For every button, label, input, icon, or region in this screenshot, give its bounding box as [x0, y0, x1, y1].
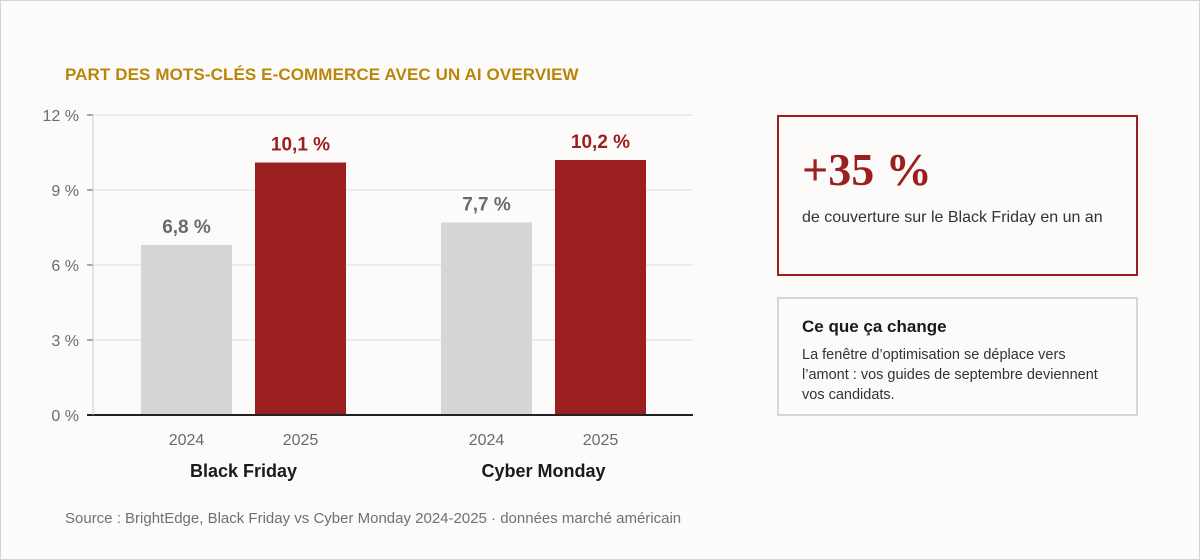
x-axis-labels: 2024 2025 2024 2025	[169, 432, 619, 449]
bar	[255, 162, 346, 415]
source-note: Source : BrightEdge, Black Friday vs Cyb…	[65, 510, 682, 527]
y-tick-label: 6 %	[51, 258, 79, 275]
insight-text: La fenêtre d’optimisation se déplace ver…	[802, 347, 1098, 403]
x-tick-label: 2024	[469, 432, 505, 449]
y-axis-labels: 0 % 3 % 6 % 9 % 12 %	[43, 108, 79, 425]
x-tick-label: 2025	[583, 432, 619, 449]
value-label: 7,7 %	[462, 195, 511, 216]
x-tick-label: 2024	[169, 432, 205, 449]
value-label: 6,8 %	[162, 217, 211, 238]
bar-chart: 0 %3 %6 %9 %12 % 6,8 %10,1 %7,7 %10,2 % …	[43, 108, 693, 481]
bar	[555, 160, 646, 415]
highlight-text: de couverture sur le Black Friday en un …	[802, 209, 1103, 226]
highlight-card: +35 % de couverture sur le Black Friday …	[777, 115, 1138, 276]
bar	[441, 222, 532, 415]
insight-title: Ce que ça change	[802, 317, 947, 336]
bars	[141, 160, 646, 415]
highlight-value: +35 %	[802, 144, 932, 195]
y-tick-label: 9 %	[51, 183, 79, 200]
value-labels: 6,8 % 10,1 % 7,7 % 10,2 %	[162, 132, 630, 238]
y-tick-label: 0 %	[51, 408, 79, 425]
value-label: 10,1 %	[271, 135, 330, 156]
value-label: 10,2 %	[571, 132, 630, 153]
y-tick-label: 12 %	[43, 108, 79, 125]
bar	[141, 245, 232, 415]
y-tick-label: 3 %	[51, 333, 79, 350]
x-tick-label: 2025	[283, 432, 319, 449]
insight-card: Ce que ça change La fenêtre d’optimisati…	[777, 297, 1138, 416]
group-label: Cyber Monday	[481, 461, 605, 481]
group-labels: Black Friday Cyber Monday	[190, 461, 606, 481]
group-label: Black Friday	[190, 461, 297, 481]
chart-title: PART DES MOTS-CLÉS E-COMMERCE AVEC UN AI…	[65, 65, 579, 84]
